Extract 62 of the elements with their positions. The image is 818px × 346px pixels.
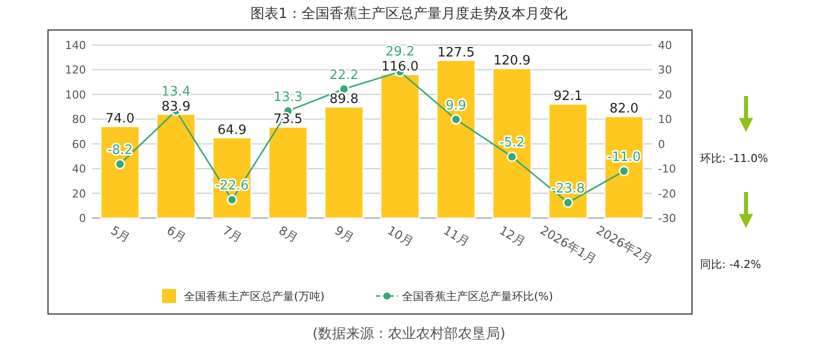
point: [114, 158, 126, 170]
point: [618, 166, 630, 176]
y2-tick-label: 10: [658, 113, 672, 126]
data-label: 13.4: [162, 84, 190, 100]
data-label: 74.0: [106, 112, 134, 127]
y2-tick-label: 40: [658, 39, 672, 52]
bar: [492, 68, 532, 218]
y-tick-label: 140: [65, 39, 86, 52]
y2-tick-label: -20: [658, 187, 676, 200]
data-label: 120.9: [493, 54, 531, 69]
x-tick-label: 11月: [441, 223, 472, 250]
legend-label: 全国香蕉主产区总产量环比(%): [402, 290, 554, 303]
y2-tick-label: -10: [658, 162, 676, 176]
data-label: 127.5: [437, 45, 475, 60]
y2-tick-label: 30: [658, 64, 672, 77]
x-tick-label: 6月: [164, 223, 188, 246]
y-tick-label: 120: [65, 64, 86, 77]
y-tick-label: 20: [72, 187, 86, 200]
data-label: 83.9: [162, 99, 190, 114]
x-tick-label: 12月: [497, 223, 528, 250]
bar: [268, 126, 308, 218]
data-label: -8.2: [107, 143, 133, 158]
text: 环比: -11.0%: [700, 152, 768, 165]
data-label: 9.9: [446, 98, 466, 114]
data-label: 64.9: [218, 122, 246, 138]
data-label: 116.0: [381, 60, 419, 75]
y2-tick-label: 20: [658, 88, 672, 102]
bar: [380, 74, 420, 218]
data-label: -23.8: [551, 182, 585, 197]
data-label: 82.0: [610, 102, 638, 117]
y-tick-label: 60: [72, 138, 86, 151]
y2-tick-label: -30: [658, 212, 676, 225]
bar: [436, 60, 476, 218]
data-label: 13.3: [274, 90, 302, 105]
data-label: -5.2: [499, 136, 525, 151]
y-tick-label: 80: [72, 113, 86, 126]
data-label: 89.8: [330, 92, 358, 108]
x-tick-label: 5月: [108, 223, 132, 246]
y-tick-label: 0: [79, 212, 86, 225]
text: 同比: -4.2%: [700, 258, 762, 271]
point: [506, 151, 518, 162]
point: [226, 194, 238, 205]
x-tick-label: 9月: [332, 223, 356, 246]
x-tick-label: 10月: [385, 223, 416, 250]
point: [450, 114, 462, 125]
text: (数据来源：农业农村部农垦局): [312, 326, 506, 342]
data-label: 92.1: [554, 89, 582, 104]
data-label: 22.2: [330, 68, 358, 83]
y-tick-label: 100: [65, 88, 86, 102]
bar: [324, 106, 364, 218]
legend-label: 全国香蕉主产区总产量(万吨): [184, 290, 325, 303]
bar: [100, 126, 140, 218]
data-label: 29.2: [386, 44, 414, 60]
data-label: -11.0: [607, 150, 641, 166]
x-tick-label: 8月: [276, 223, 300, 246]
bar: [548, 104, 588, 218]
y2-tick-label: 0: [658, 138, 665, 151]
y-tick-label: 40: [72, 162, 86, 176]
bar: [604, 116, 644, 218]
chart-title: 图表1：全国香蕉主产区总产量月度走势及本月变化: [250, 6, 568, 22]
point: [562, 197, 574, 208]
x-tick-label: 7月: [220, 223, 244, 246]
